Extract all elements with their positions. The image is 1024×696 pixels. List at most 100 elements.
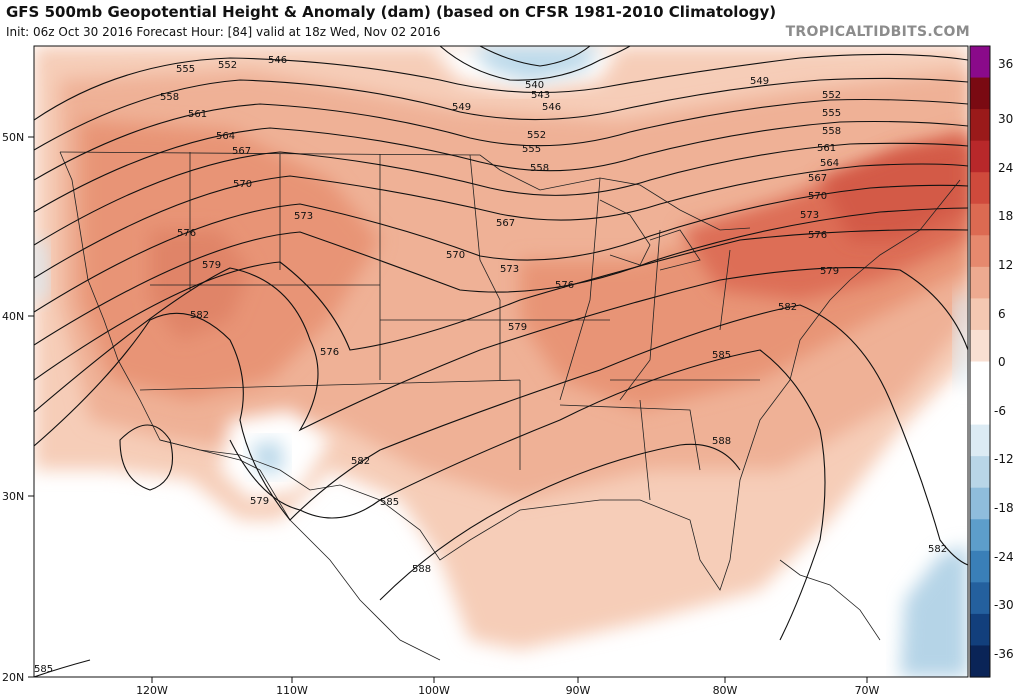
colorbar-label: 6 (998, 307, 1006, 321)
us-west-coast (59, 151, 261, 471)
colorbar-label: 12 (998, 258, 1013, 272)
colorbar-label: -36 (994, 647, 1014, 661)
contour-label: 588 (712, 436, 731, 447)
contour-label: 573 (800, 210, 819, 221)
contour-labels: 555 552 546 540 543 546 549 549 552 555 … (34, 55, 947, 675)
colorbar-swatch (970, 393, 990, 426)
colorbar-label: -30 (994, 598, 1014, 612)
contour-label: 579 (508, 322, 527, 333)
contour-567 (34, 163, 968, 279)
contour-label: 576 (177, 228, 196, 239)
contour-label: 558 (822, 126, 841, 137)
contour-label: 576 (808, 230, 827, 241)
contour-label: 579 (250, 496, 269, 507)
contour-label: 567 (496, 218, 515, 229)
colorbar-label: 18 (998, 209, 1013, 223)
contour-label: 555 (176, 64, 195, 75)
colorbar-swatch (970, 235, 990, 268)
caribbean-islands (779, 559, 881, 641)
contour-555 (34, 77, 968, 151)
colorbar-label: -6 (994, 404, 1006, 418)
colorbar-swatch (970, 582, 990, 615)
contour-label: 576 (320, 347, 339, 358)
us-canada-border (59, 151, 751, 231)
contour-label: 573 (294, 211, 313, 222)
contour-label: 576 (555, 280, 574, 291)
contour-label: 570 (233, 179, 252, 190)
contour-label: 549 (750, 76, 769, 87)
contour-552 (34, 53, 968, 121)
colorbar: 36 30 24 18 12 6 0 -6 -12 -18 -24 -30 -3… (969, 45, 1014, 678)
lon-tick-label: 100W (418, 684, 450, 696)
contour-label: 555 (522, 144, 541, 155)
contour-588 (379, 443, 741, 601)
map-subtitle: Init: 06z Oct 30 2016 Forecast Hour: [84… (6, 25, 441, 39)
colorbar-swatch (970, 645, 990, 678)
mexico-coast (259, 469, 441, 661)
colorbar-swatch (970, 424, 990, 457)
contour-579 (34, 267, 968, 432)
brand-watermark: TROPICALTIDBITS.COM (785, 24, 970, 40)
contour-label: 567 (232, 146, 251, 157)
contour-label: 567 (808, 173, 827, 184)
lon-tick-label: 70W (855, 684, 880, 696)
colorbar-label: -18 (994, 501, 1014, 515)
colorbar-swatch (970, 266, 990, 299)
contour-label: 552 (822, 90, 841, 101)
contour-546-upper (439, 46, 631, 81)
colorbar-swatch (970, 519, 990, 552)
colorbar-swatch (970, 46, 990, 79)
contour-561 (34, 120, 968, 213)
colorbar-label: 0 (998, 355, 1006, 369)
colorbar-swatch (970, 487, 990, 520)
contour-585-lower (34, 659, 91, 677)
contour-576 (34, 229, 968, 381)
contour-label: 558 (160, 92, 179, 103)
colorbar-swatch (970, 613, 990, 647)
contour-label: 552 (218, 60, 237, 71)
us-south-east-coast (159, 179, 961, 591)
contour-label: 546 (542, 102, 561, 113)
contour-label: 555 (822, 108, 841, 119)
contour-label: 573 (500, 264, 519, 275)
contour-582 (34, 304, 968, 566)
colorbar-label: -24 (994, 550, 1014, 564)
lat-tick-label: 40N (2, 310, 24, 323)
colorbar-swatch (970, 361, 990, 394)
contour-label: 570 (808, 191, 827, 202)
contour-label: 546 (268, 55, 287, 66)
contour-558 (34, 98, 968, 181)
contour-570 (34, 184, 968, 313)
colorbar-swatch (970, 109, 990, 142)
colorbar-swatch (970, 77, 990, 110)
colorbar-swatches (970, 46, 990, 678)
contour-label: 543 (531, 90, 550, 101)
colorbar-swatch (970, 298, 990, 331)
contour-label: 585 (34, 664, 53, 675)
contour-label: 564 (216, 131, 235, 142)
contour-label: 561 (188, 109, 207, 120)
contour-label: 579 (820, 266, 839, 277)
contour-label: 582 (778, 302, 797, 313)
great-lakes (599, 199, 701, 271)
contour-label: 585 (380, 497, 399, 508)
contour-564 (34, 142, 968, 246)
contour-582-closed (119, 424, 174, 491)
colorbar-swatch (970, 329, 990, 363)
contour-540 (479, 46, 591, 67)
map-title: GFS 500mb Geopotential Height & Anomaly … (6, 3, 777, 21)
lon-tick-label: 120W (136, 684, 168, 696)
contour-label: 582 (190, 310, 209, 321)
colorbar-label: -12 (994, 452, 1014, 466)
lon-tick-label: 80W (713, 684, 738, 696)
colorbar-swatch (970, 456, 990, 489)
contour-label: 582 (351, 456, 370, 467)
contour-label: 552 (527, 130, 546, 141)
contour-label: 570 (446, 250, 465, 261)
lat-axis: 50N 40N 30N 20N (2, 131, 34, 684)
lon-tick-label: 90W (566, 684, 591, 696)
colorbar-label: 24 (998, 161, 1013, 175)
lat-tick-label: 30N (2, 490, 24, 503)
lat-tick-label: 20N (2, 671, 24, 684)
